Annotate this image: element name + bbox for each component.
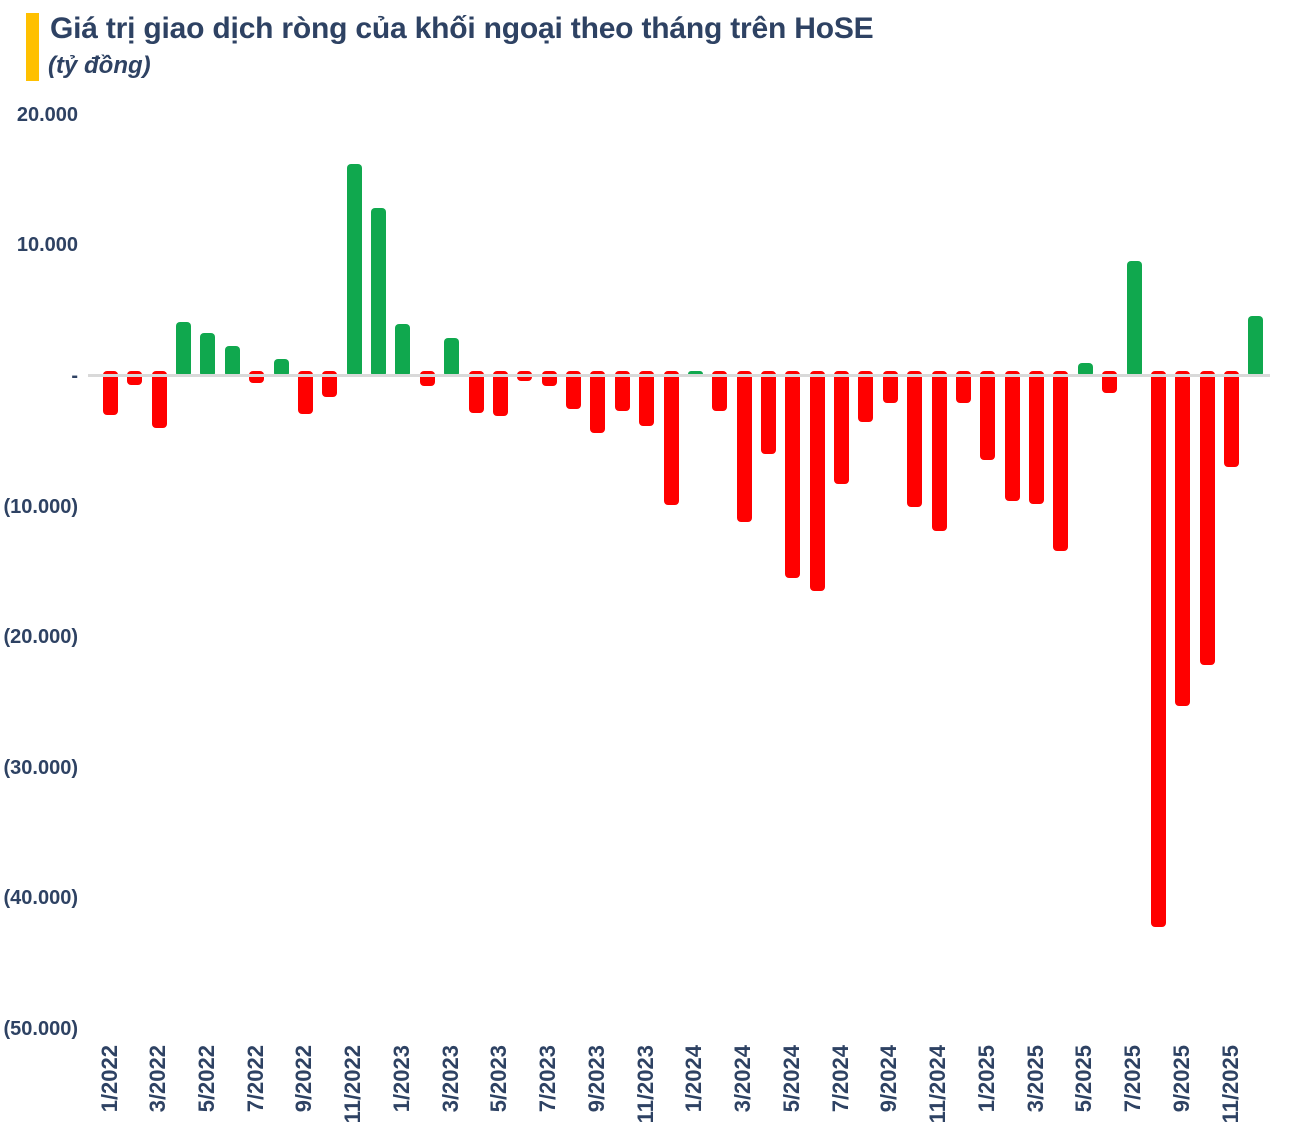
- x-tick-label: 9/2023: [583, 1045, 609, 1113]
- bar-3/2024: [736, 371, 752, 523]
- x-tick-label: 7/2025: [1120, 1045, 1146, 1113]
- bar-7/2024: [834, 371, 850, 485]
- y-tick-label: (10.000): [3, 495, 79, 518]
- bar-12/2023: [663, 371, 679, 506]
- x-tick-label: 5/2024: [778, 1045, 804, 1113]
- bar-2/2024: [712, 371, 728, 412]
- bar-6/2024: [809, 371, 825, 592]
- bar-1/2022: [103, 371, 118, 416]
- y-tick-label: (40.000): [3, 887, 79, 910]
- x-tick-label: 9/2025: [1168, 1045, 1194, 1113]
- bar-3/2023: [444, 338, 460, 377]
- x-tick-label: 3/2024: [730, 1045, 756, 1113]
- x-tick-label: 9/2024: [876, 1045, 902, 1113]
- bar-1/2024: [687, 370, 703, 377]
- bar-6/2022: [224, 345, 240, 377]
- x-tick-label: 7/2022: [242, 1045, 268, 1113]
- bar-8/2024: [858, 371, 874, 422]
- bar-4/2025: [1053, 371, 1069, 551]
- y-tick-label: -: [71, 365, 78, 387]
- x-tick-label: 7/2023: [535, 1045, 561, 1113]
- bar-5/2022: [200, 332, 216, 377]
- bar-2/2025: [1004, 371, 1020, 502]
- y-tick-label: 10.000: [16, 234, 78, 257]
- bar-11/2022: [346, 164, 362, 377]
- x-tick-label: 1/2023: [388, 1045, 414, 1113]
- bar-12/2022: [371, 207, 387, 377]
- bar-11/2024: [931, 371, 947, 532]
- bar-10/2022: [322, 371, 338, 397]
- bar-9/2023: [590, 371, 606, 434]
- bar-4/2022: [176, 322, 192, 377]
- bar-4/2024: [760, 371, 776, 455]
- x-tick-label: 5/2022: [193, 1045, 219, 1113]
- bar-3/2025: [1029, 371, 1045, 504]
- x-tick-label: 5/2023: [486, 1045, 512, 1113]
- bar-5/2024: [785, 371, 801, 579]
- bar-5/2023: [492, 371, 508, 417]
- x-tick-label: 11/2023: [632, 1045, 658, 1124]
- x-tick-label: 3/2025: [1022, 1045, 1048, 1113]
- bar-12/2025: [1248, 315, 1264, 377]
- x-tick-label: 11/2022: [340, 1045, 366, 1124]
- bar-8/2025: [1150, 371, 1166, 928]
- x-tick-label: 5/2025: [1071, 1045, 1097, 1113]
- bar-1/2023: [395, 323, 411, 377]
- bar-9/2025: [1175, 371, 1191, 707]
- chart-title: Giá trị giao dịch ròng của khối ngoại th…: [50, 12, 874, 45]
- x-tick-label: 3/2022: [145, 1045, 171, 1113]
- bar-9/2024: [882, 371, 898, 404]
- x-tick-label: 11/2024: [925, 1045, 951, 1124]
- x-tick-label: 1/2022: [96, 1045, 122, 1113]
- bar-9/2022: [297, 371, 313, 414]
- bar-10/2024: [907, 371, 923, 507]
- bar-11/2025: [1224, 371, 1240, 468]
- bar-1/2025: [980, 371, 996, 460]
- bar-11/2023: [639, 371, 655, 426]
- y-tick-label: (20.000): [3, 626, 79, 649]
- x-tick-label: 11/2025: [1217, 1045, 1243, 1124]
- bar-8/2023: [566, 371, 582, 409]
- y-tick-label: 20.000: [16, 103, 78, 126]
- chart-unit-label: (tỷ đồng): [48, 52, 151, 79]
- x-tick-label: 3/2023: [437, 1045, 463, 1113]
- bar-10/2025: [1199, 371, 1215, 665]
- bar-5/2025: [1077, 362, 1093, 377]
- bar-10/2023: [614, 371, 630, 412]
- bar-12/2024: [955, 371, 971, 404]
- bar-4/2023: [468, 371, 484, 413]
- x-tick-label: 1/2025: [973, 1045, 999, 1113]
- y-tick-label: (30.000): [3, 756, 79, 779]
- x-tick-label: 1/2024: [681, 1045, 707, 1113]
- zero-axis-line: [88, 374, 1270, 377]
- bar-7/2025: [1126, 261, 1142, 377]
- y-tick-label: (50.000): [3, 1018, 79, 1040]
- bar-3/2022: [151, 371, 167, 429]
- bar-8/2022: [273, 359, 289, 377]
- x-tick-label: 7/2024: [827, 1045, 853, 1113]
- x-tick-label: 9/2022: [291, 1045, 317, 1113]
- title-accent-bar: [26, 13, 39, 81]
